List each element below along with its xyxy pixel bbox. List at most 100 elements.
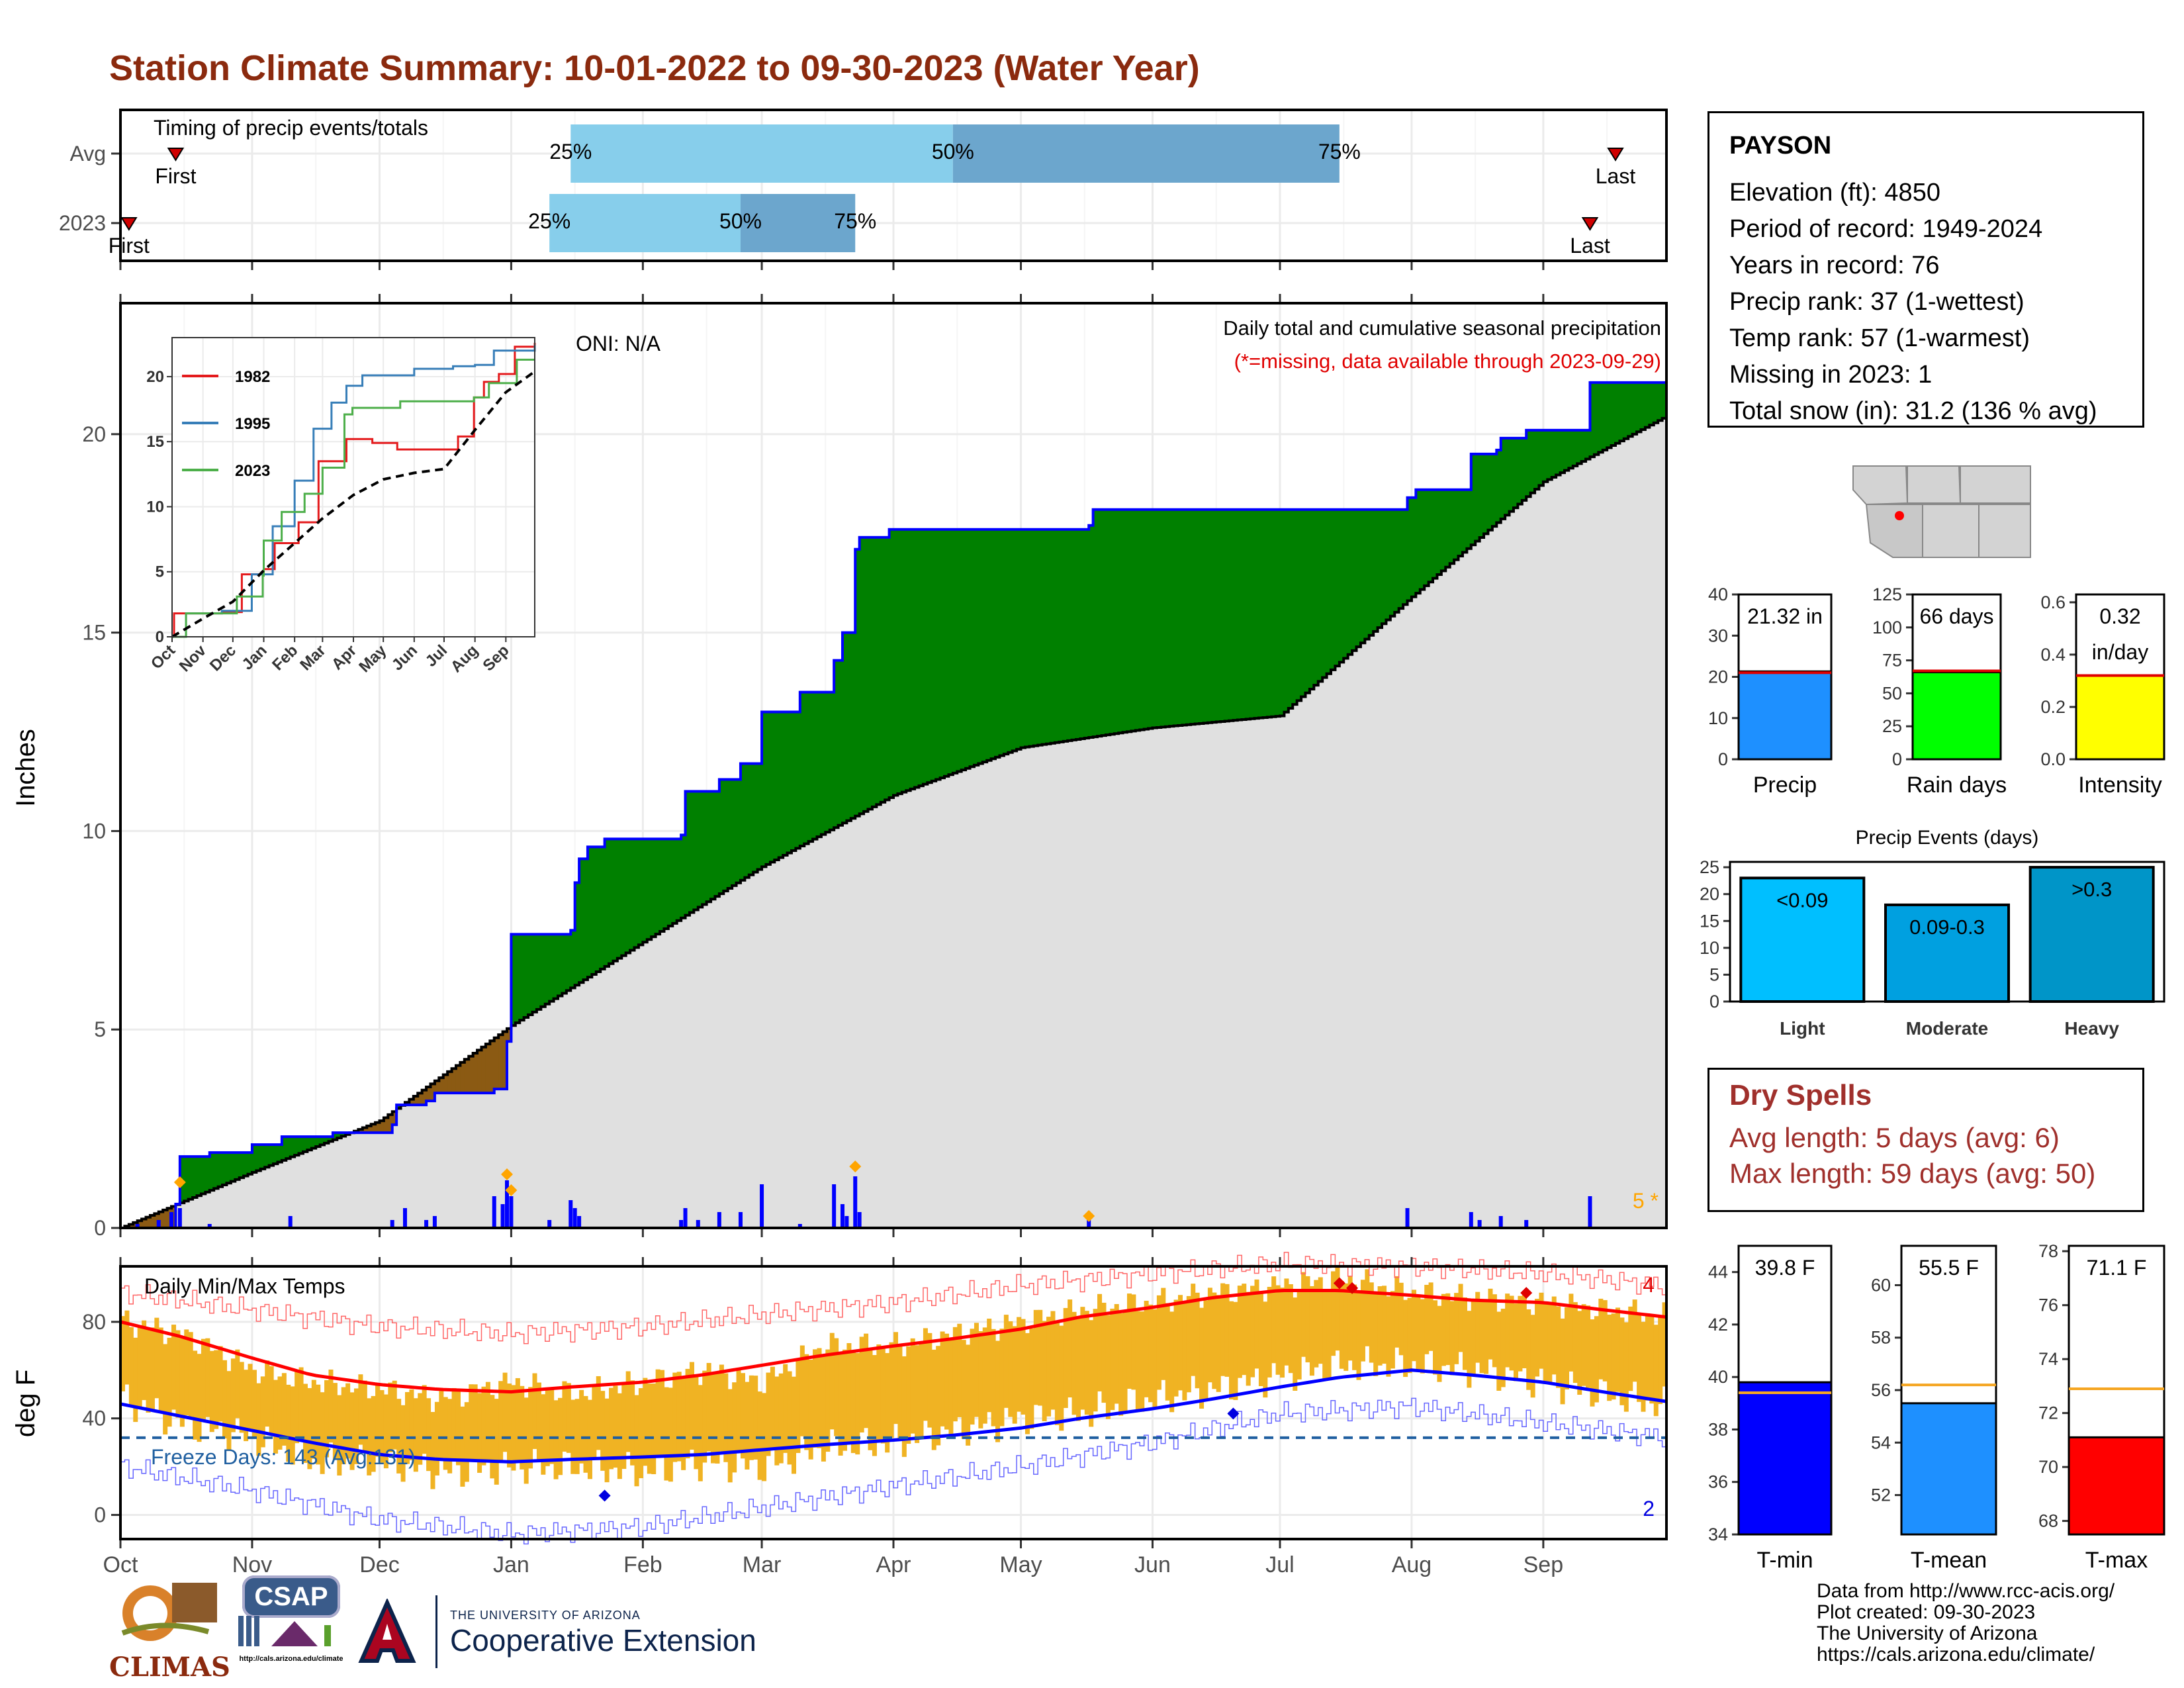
events-ytick-label: 15 [1700,911,1719,931]
precip-surplus-segment [1199,509,1205,724]
precip_total-ytick-label: 30 [1708,626,1728,645]
precip-surplus-segment [1569,430,1574,469]
precip-surplus-segment [834,660,839,828]
temp-daily-range-bar [796,1359,801,1453]
precip-surplus-segment [1619,382,1625,442]
precip-surplus-segment [889,529,894,798]
coop-big-text: Cooperative Extension [450,1623,756,1658]
precip-surplus-segment [536,934,542,1009]
locator-state-texas [1978,504,2031,558]
precip-surplus-segment [1326,509,1332,674]
temp-daily-range-bar [672,1372,678,1462]
temp-daily-range-bar [298,1367,304,1440]
temp-daily-range-bar [1228,1301,1234,1399]
tmean-ytick-label: 58 [1871,1328,1891,1348]
temp-daily-range-bar [400,1405,406,1482]
precip-surplus-segment [1645,382,1651,428]
precip-surplus-segment [753,763,758,872]
temp-daily-range-bar [685,1368,690,1459]
precip-daily-bar [717,1212,721,1228]
precip-surplus-segment [1089,525,1094,738]
precip_total-ytick-label: 20 [1708,667,1728,687]
temp-daily-range-bar [1024,1333,1030,1434]
precip-deficit-segment [464,1059,470,1094]
temp-daily-range-bar [541,1394,546,1475]
rain_days-ytick-label: 50 [1882,683,1902,703]
precip-surplus-segment [1110,509,1115,735]
precip-surplus-segment [1050,529,1056,743]
precip-surplus-segment [562,934,567,994]
temp-daily-range-bar [328,1369,334,1443]
temp-daily-range-bar [864,1333,869,1429]
temp-daily-range-bar [367,1398,372,1476]
temp-daily-range-bar [1305,1276,1310,1363]
temp-daily-range-bar [1275,1285,1281,1375]
precip-surplus-segment [1390,509,1396,616]
precip-surplus-segment [970,529,975,767]
precip-surplus-segment [205,1156,210,1192]
temp-daily-range-bar [1407,1297,1412,1374]
temp-daily-range-bar [872,1354,877,1456]
precip-surplus-segment [1003,529,1009,755]
temp-series-avg-max [120,1288,1667,1394]
temp-daily-range-bar [944,1333,950,1430]
temp-daily-range-bar [511,1385,516,1471]
temp-daily-range-bar [1301,1272,1306,1357]
precip-surplus-segment [295,1137,300,1156]
temp-daily-range-bar [1038,1309,1043,1406]
precip-surplus-segment [1658,382,1663,421]
temp-daily-range-bar [1424,1284,1430,1354]
precip-surplus-segment [541,934,546,1007]
temp-daily-range-bar [1343,1283,1349,1371]
temp-daily-range-bar [1080,1307,1085,1410]
precip-daily-bar [1087,1220,1091,1228]
temp-record-marker [598,1489,611,1502]
temp-daily-range-bar [587,1399,592,1479]
precip-surplus-segment [1161,509,1166,727]
precip-surplus-segment [1331,509,1336,670]
precip-surplus-segment [791,712,797,851]
temp-daily-range-bar [1615,1307,1621,1392]
precip-surplus-segment [651,839,657,937]
precip-surplus-segment [1407,497,1412,601]
temp-daily-range-bar [859,1336,864,1432]
temp-ytick-label: 0 [94,1503,106,1527]
temp-daily-range-bar [167,1337,172,1427]
precip-surplus-segment [1017,529,1022,749]
temp-daily-range-bar [723,1373,729,1462]
temp-daily-range-bar [1339,1281,1344,1369]
precip-daily-bar [832,1184,837,1228]
inset-ytick-label: 5 [156,563,164,581]
temp-daily-range-bar [553,1400,559,1479]
precip-ylabel: Inches [11,729,40,807]
precip-surplus-segment [1509,438,1514,512]
precip-surplus-segment [1535,430,1540,490]
temp-daily-range-bar [451,1387,457,1460]
credit-plot-created: Plot created: 09-30-2023 [1817,1601,2036,1623]
temp-daily-range-bar [787,1371,792,1465]
temp-daily-range-bar [316,1384,321,1465]
precip-surplus-segment [1632,382,1637,434]
precip-surplus-segment [1042,529,1047,745]
precip-surplus-segment [931,529,936,781]
intensity-bar [2075,675,2165,761]
precip-surplus-segment [787,712,792,853]
temp-daily-range-bar [1237,1286,1242,1378]
temp-daily-range-bar [868,1350,873,1450]
precip-surplus-segment [1462,489,1468,553]
precip-surplus-segment [1411,497,1417,597]
precip-surplus-segment [1449,489,1455,564]
temp-daily-range-bar [1569,1293,1574,1372]
precip-deficit-segment [383,1117,389,1133]
precip-deficit-segment [371,1124,376,1133]
precip-surplus-segment [1471,453,1477,545]
temp-daily-range-bar [562,1381,567,1452]
temp-daily-range-bar [214,1350,219,1429]
precip-surplus-segment [643,839,648,943]
precip-surplus-segment [804,692,809,844]
temp-daily-range-bar [1505,1293,1510,1368]
temp-daily-range-bar [426,1398,432,1472]
precip-surplus-segment [876,537,882,805]
precip-surplus-segment [201,1156,206,1194]
precip-surplus-segment [1662,382,1667,418]
